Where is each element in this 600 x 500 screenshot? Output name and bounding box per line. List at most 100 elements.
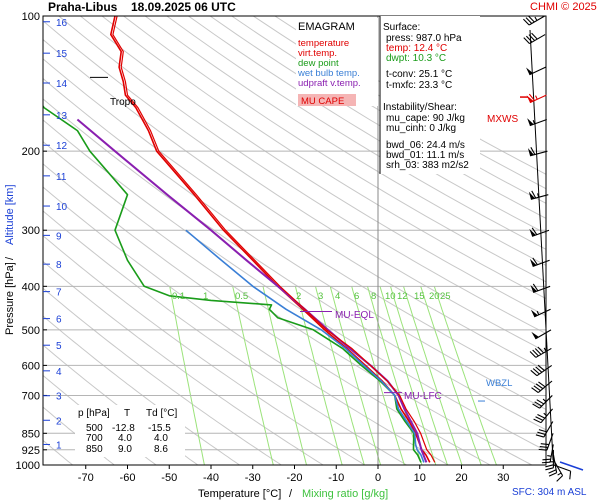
wind-barb-half-feather: [537, 193, 540, 198]
table-header-td: Td [°C]: [146, 408, 177, 419]
wind-barb-shaft: [532, 259, 550, 267]
wind-barb-feather: [523, 18, 530, 26]
wind-barb: [529, 346, 552, 358]
wind-barb-half-feather: [532, 119, 536, 125]
wind-barb: [545, 449, 554, 471]
mixing-ratio-tick-label: 4: [335, 291, 340, 302]
mixing-ratio-tick-label: 1: [203, 291, 208, 302]
temp-tick-label: 0: [375, 472, 381, 484]
bwd-06-value: bwd_06: 24.4 m/s: [386, 140, 465, 151]
station-title: Praha-Libus: [48, 0, 118, 14]
datetime-title: 18.09.2025 06 UTC: [131, 0, 236, 14]
dry-adiabat: [144, 16, 546, 266]
wind-barb-feather: [540, 443, 550, 446]
wind-barb-feather: [525, 35, 533, 43]
tropo-label: Tropo: [110, 97, 136, 108]
wind-barb-pennant: [530, 284, 537, 293]
wind-barb-half-feather: [535, 95, 538, 100]
altitude-tick-label: 7: [56, 288, 62, 299]
mixing-ratio-tick-label: 0.5: [235, 291, 248, 302]
altitude-tick-label: 8: [56, 260, 62, 271]
wind-barb-feather: [538, 429, 547, 433]
wind-barb-feather: [545, 467, 554, 471]
wind-barb: [531, 380, 553, 394]
altitude-tick-label: 15: [56, 49, 68, 60]
wind-barb-feather: [533, 418, 542, 424]
wind-barb-half-feather: [536, 310, 540, 316]
pressure-tick-label: 1000: [16, 460, 40, 472]
dry-adiabat: [209, 16, 546, 219]
y-axis-title-altitude: Altitude [km]: [4, 184, 16, 245]
wind-barb-feather: [528, 15, 535, 23]
wind-barb-feather: [533, 385, 541, 392]
mixing-ratio-tick-label: 10: [385, 291, 396, 302]
altitude-tick-label: 13: [56, 111, 68, 122]
temp-tick-label: 10: [414, 472, 426, 484]
wind-barb-feather: [528, 93, 535, 101]
credit-label: CHMI © 2025: [530, 1, 597, 13]
table-cell: 850: [86, 444, 103, 455]
temp-tick-label: -50: [161, 472, 177, 484]
legend-item-virt-temp: virt.temp.: [298, 48, 337, 59]
wind-barb: [527, 118, 547, 127]
y-axis-title-pressure: Pressure [hPa]: [4, 262, 16, 335]
mixing-ratio-tick-label: 8: [371, 291, 376, 302]
wind-barb-feather: [556, 475, 563, 482]
table-cell: 4.0: [118, 433, 132, 444]
y-axis-title-sep: /: [4, 256, 16, 260]
table-header-t: T: [124, 408, 130, 419]
axis-ticks: 1002003004005006007008509251000123456789…: [16, 11, 510, 484]
wind-barb: [530, 308, 551, 318]
mxws-label: MXWS: [487, 114, 518, 125]
wind-barb-shaft: [529, 66, 546, 76]
wind-barb-feather: [535, 383, 544, 390]
wind-barb-feather: [535, 416, 544, 421]
wind-barb-feather: [530, 147, 536, 155]
wind-barb-half-feather: [547, 455, 552, 457]
wind-barb-pennant: [531, 331, 539, 339]
wind-barb-feather: [538, 448, 547, 451]
altitude-tick-label: 12: [56, 141, 68, 152]
wind-barb: [535, 421, 554, 438]
mu-cape-value: mu_cape: 90 J/kg: [386, 113, 465, 124]
temp-tick-label: 20: [455, 472, 467, 484]
surface-dwpt: dwpt: 10.3 °C: [386, 53, 446, 64]
wind-barb: [523, 15, 545, 26]
dry-adiabat: [166, 16, 546, 250]
x-axis-title-temp: Temperature [°C]: [198, 488, 281, 500]
mixing-ratio-tick-label: 20: [429, 291, 440, 302]
legend-title: EMAGRAM: [298, 21, 355, 33]
altitude-tick-label: 3: [56, 392, 62, 403]
altitude-tick-label: 1: [56, 440, 62, 451]
temp-tick-label: -10: [328, 472, 344, 484]
wind-barb: [523, 32, 546, 45]
wind-barb-feather: [537, 413, 546, 419]
altitude-tick-label: 10: [56, 202, 68, 213]
dry-adiabat: [58, 16, 546, 335]
altitude-tick-label: 4: [56, 367, 62, 378]
wind-barb-feather: [537, 431, 546, 436]
wind-barb-half-feather: [534, 16, 538, 21]
legend-item-temperature: temperature: [298, 38, 349, 49]
wind-barb-feather: [532, 349, 539, 357]
pressure-tick-label: 300: [22, 225, 40, 237]
wind-barb: [541, 444, 554, 464]
wind-barb-half-feather: [543, 347, 547, 352]
wind-barb-half-feather: [543, 412, 548, 417]
dry-adiabat: [43, 58, 546, 391]
mixing-ratio-tick-label: 12: [397, 291, 408, 302]
wind-barb-feather: [525, 17, 533, 24]
temp-tick-label: -60: [120, 472, 136, 484]
dry-adiabat: [101, 16, 546, 300]
wind-barb-feather: [531, 32, 538, 40]
wind-barb-pennant: [530, 309, 538, 317]
legend-item-wet-bulb: wet bulb temp.: [297, 68, 360, 79]
wind-barb-pennant: [526, 67, 534, 75]
dry-adiabat: [231, 16, 546, 204]
wind-barb: [526, 66, 546, 76]
legend-item-dew-point: dew point: [298, 58, 339, 69]
wind-barb-feather: [531, 387, 539, 394]
t-conv: t-conv: 25.1 °C: [386, 69, 452, 80]
wind-barb: [527, 147, 548, 157]
